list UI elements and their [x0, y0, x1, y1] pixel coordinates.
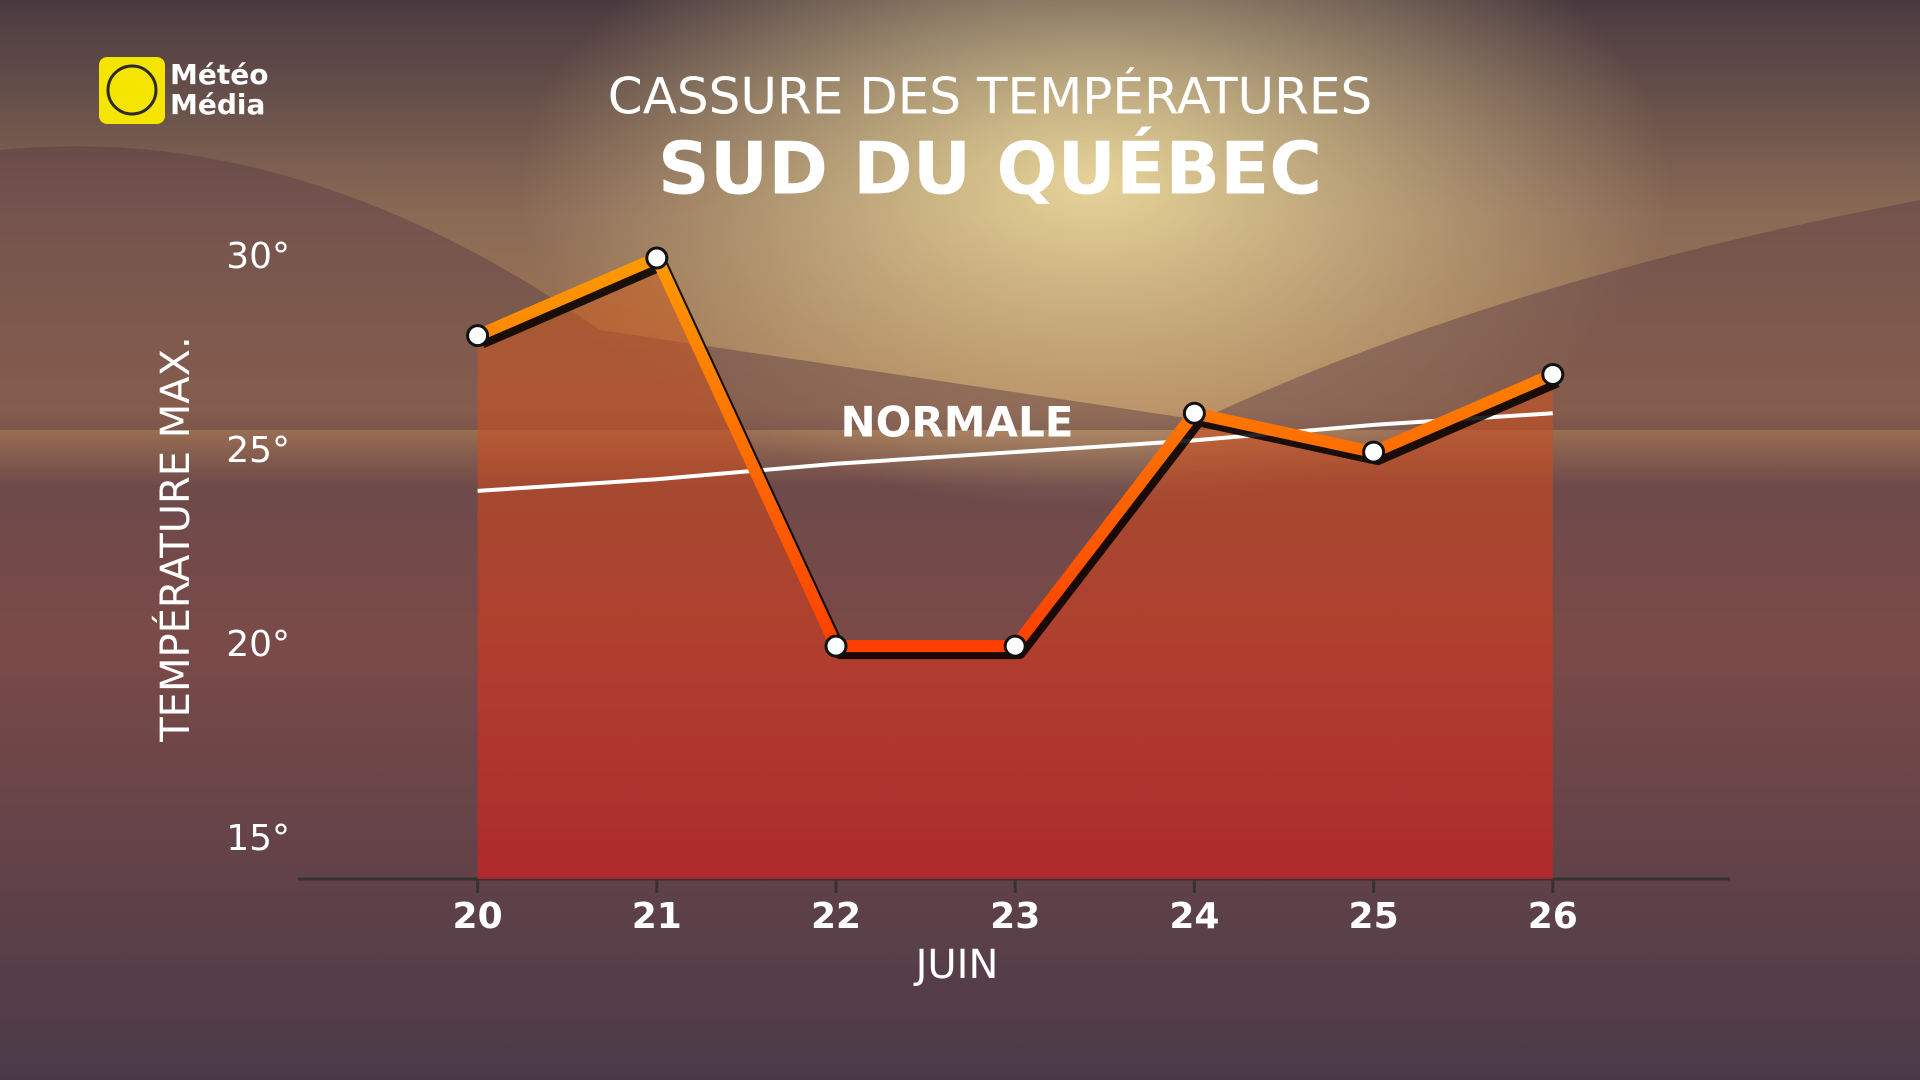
x-axis-label: JUIN: [913, 942, 999, 988]
marker: [1541, 362, 1565, 386]
x-tick-label: 20: [453, 896, 503, 937]
logo-text: Météo: [170, 58, 268, 91]
chart-title: CASSURE DES TEMPÉRATURES: [608, 67, 1372, 126]
normal-line: [477, 411, 1553, 493]
area: [477, 258, 1553, 879]
y-tick-label: 30°: [226, 236, 290, 277]
x-tick-label: 26: [1528, 896, 1578, 937]
y-tick-label: 25°: [226, 430, 290, 471]
marker: [824, 634, 848, 658]
marker: [1182, 401, 1206, 425]
marker: [1003, 634, 1027, 658]
x-tick-label: 25: [1349, 896, 1399, 937]
chart-subtitle: SUD DU QUÉBEC: [658, 127, 1322, 211]
y-axis-label: TEMPÉRATURE MAX.: [151, 336, 199, 743]
x-tick-label: 22: [811, 896, 861, 937]
marker: [1362, 440, 1386, 464]
y-tick-label: 20°: [226, 624, 290, 665]
x-tick-label: 21: [632, 896, 682, 937]
logo-globe: [106, 64, 158, 116]
marker: [466, 324, 490, 348]
normal-label: NORMALE: [841, 398, 1074, 447]
x-tick-label: 23: [990, 896, 1040, 937]
marker: [645, 246, 669, 270]
y-tick-label: 15°: [226, 818, 290, 859]
plot-area: 15° 20° 25° 30° 20 21 22 23 24 25 26 NORMALE: [226, 236, 1730, 937]
x-tick-label: 24: [1169, 896, 1219, 937]
logo: Météo Média: [99, 57, 268, 124]
logo-text: Média: [170, 88, 265, 121]
